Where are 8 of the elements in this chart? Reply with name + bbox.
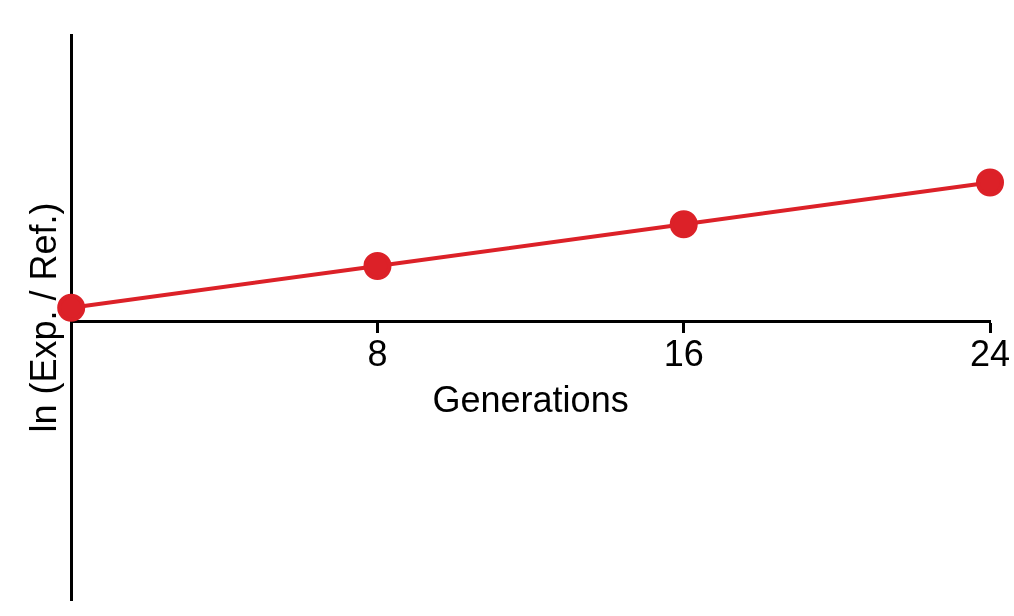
- point: [976, 168, 1004, 197]
- x-tick-label: 24: [969, 333, 1011, 375]
- point: [669, 210, 698, 239]
- y-axis-title: ln (Exp. / Ref.): [22, 202, 64, 433]
- x-tick-label: 16: [663, 333, 704, 375]
- x-tick-label: 8: [367, 333, 388, 375]
- x-axis-title: Generations: [432, 379, 629, 421]
- point: [363, 252, 392, 281]
